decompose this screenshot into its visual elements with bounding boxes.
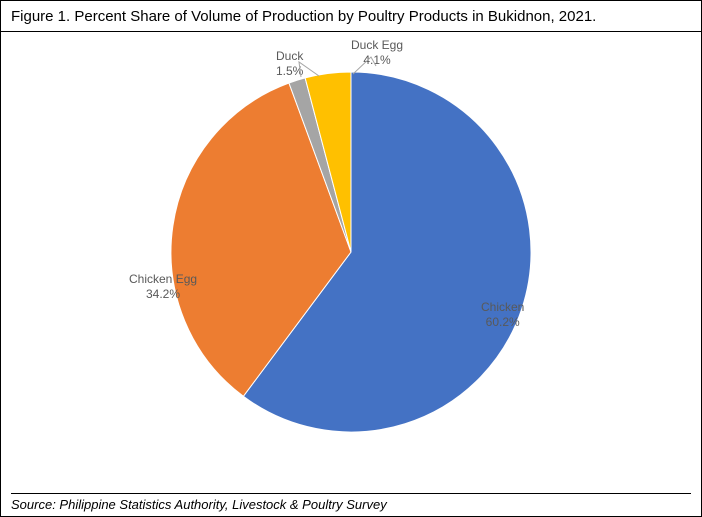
figure-title: Figure 1. Percent Share of Volume of Pro…: [1, 1, 701, 32]
figure-container: Figure 1. Percent Share of Volume of Pro…: [0, 0, 702, 517]
pie-chart: [171, 72, 531, 432]
callout-label: Chicken Egg: [129, 272, 197, 287]
callout-chicken: Chicken60.2%: [481, 300, 524, 330]
chart-area: Chicken60.2%Chicken Egg34.2%Duck1.5%Duck…: [1, 32, 701, 472]
callout-duck-egg: Duck Egg4.1%: [351, 38, 403, 68]
callout-label: Duck Egg: [351, 38, 403, 53]
callout-percent: 34.2%: [129, 287, 197, 302]
callout-percent: 4.1%: [351, 53, 403, 68]
callout-label: Duck: [276, 49, 303, 64]
callout-duck: Duck1.5%: [276, 49, 303, 79]
callout-label: Chicken: [481, 300, 524, 315]
callout-chicken-egg: Chicken Egg34.2%: [129, 272, 197, 302]
figure-source: Source: Philippine Statistics Authority,…: [11, 493, 691, 512]
callout-percent: 60.2%: [481, 315, 524, 330]
callout-percent: 1.5%: [276, 64, 303, 79]
